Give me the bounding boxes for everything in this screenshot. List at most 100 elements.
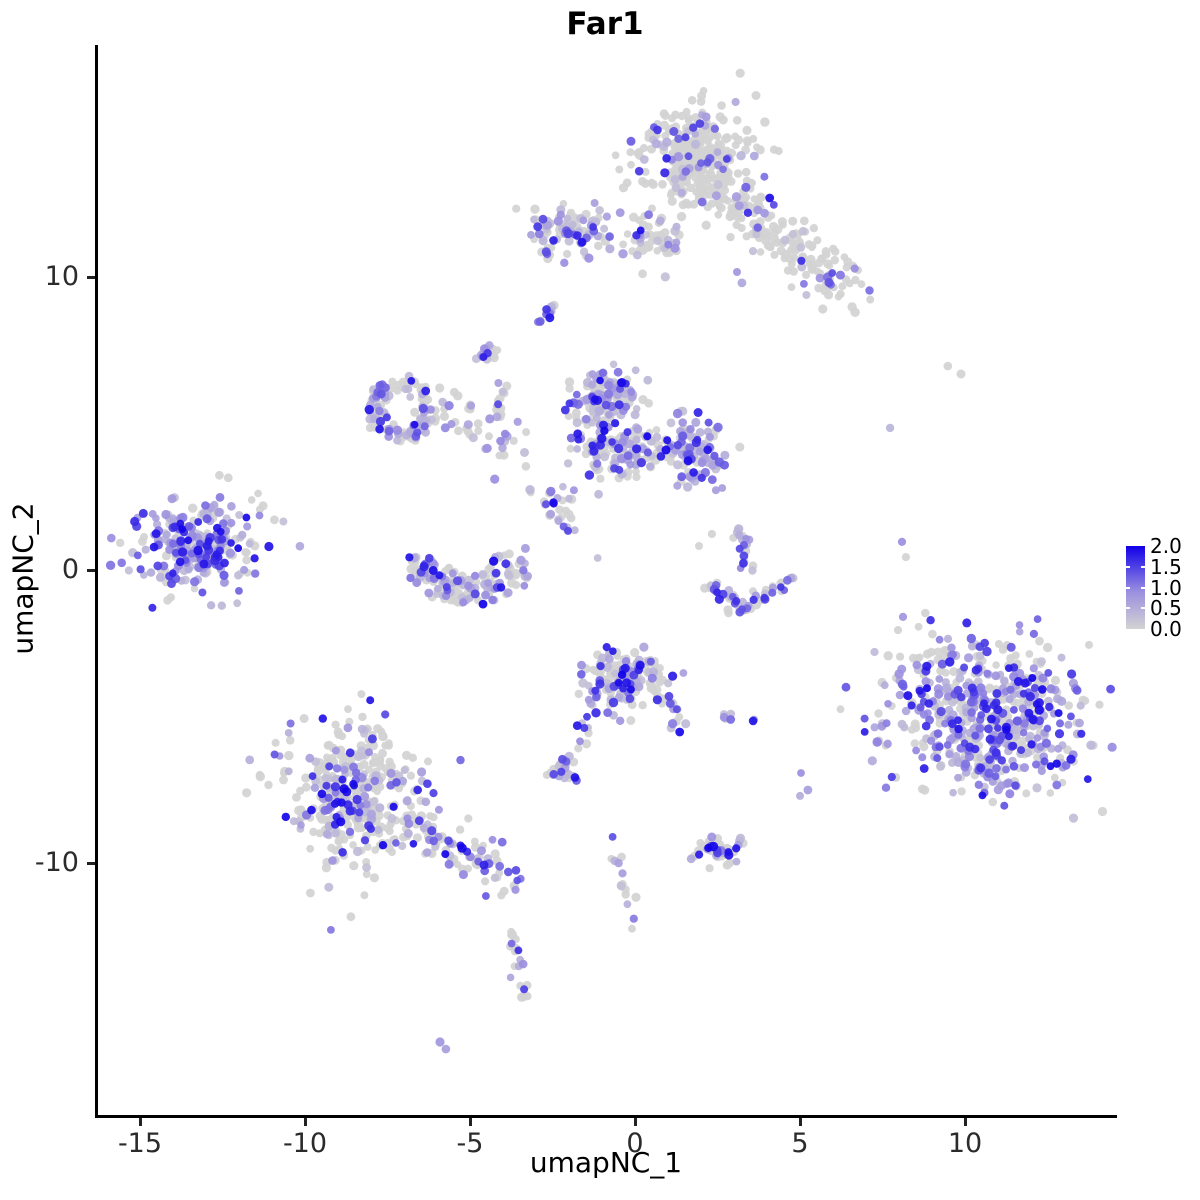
data-point [331, 774, 341, 784]
data-point [148, 603, 157, 612]
data-point [496, 583, 506, 592]
data-point [375, 803, 385, 813]
data-point [254, 489, 262, 498]
data-point [497, 837, 507, 847]
data-point [324, 882, 334, 892]
data-point [591, 395, 599, 404]
data-point [1068, 813, 1079, 823]
data-point [243, 522, 252, 531]
data-point [423, 779, 432, 788]
data-point [727, 203, 736, 213]
data-point [617, 670, 627, 679]
data-point [464, 814, 473, 823]
data-point [1023, 748, 1032, 758]
data-point [484, 579, 492, 587]
data-point [847, 302, 857, 312]
data-point [976, 753, 985, 762]
data-point [155, 572, 165, 582]
data-point [865, 286, 874, 295]
data-point [343, 820, 353, 830]
data-point [1006, 685, 1015, 694]
data-point [718, 484, 727, 492]
data-point [760, 172, 769, 181]
data-point [1043, 724, 1052, 733]
data-point [516, 555, 526, 565]
data-point [1041, 738, 1051, 748]
data-point [984, 684, 994, 694]
data-point [623, 230, 632, 238]
data-point [1008, 741, 1018, 751]
data-point [697, 159, 705, 168]
data-point [603, 708, 613, 717]
data-point [454, 426, 463, 436]
data-point [614, 443, 624, 454]
data-point [424, 757, 432, 766]
data-point [1064, 720, 1073, 729]
data-point [501, 559, 511, 569]
data-point [662, 137, 672, 147]
data-point [594, 241, 603, 251]
data-point [482, 892, 490, 900]
data-point [513, 876, 521, 885]
data-point [945, 657, 955, 667]
data-point [470, 589, 480, 599]
data-point [787, 283, 796, 291]
data-point [184, 522, 194, 531]
x-axis-line [95, 1115, 1117, 1118]
data-point [565, 494, 573, 503]
data-point [918, 753, 927, 762]
data-point [560, 258, 569, 267]
data-point [442, 583, 451, 592]
data-point [439, 411, 449, 421]
data-point [635, 660, 645, 670]
data-point [882, 719, 891, 728]
data-point [546, 486, 556, 497]
data-point [814, 258, 824, 268]
data-point [521, 462, 531, 471]
data-point [572, 390, 581, 399]
data-point [895, 690, 905, 700]
data-point [953, 685, 963, 696]
data-point [962, 618, 972, 628]
data-point [693, 408, 703, 417]
data-point [614, 400, 624, 410]
data-point [719, 165, 727, 174]
data-point [615, 208, 625, 218]
data-point [530, 215, 538, 224]
data-point [422, 395, 433, 405]
data-point [305, 753, 315, 763]
data-point [499, 886, 509, 896]
data-point [264, 780, 273, 790]
x-tick-label: 10 [947, 1128, 983, 1159]
data-point [1054, 744, 1063, 753]
data-point [701, 112, 711, 122]
data-point [748, 716, 758, 726]
data-point [741, 167, 751, 177]
data-point [935, 742, 944, 751]
data-point [418, 403, 428, 414]
data-point [429, 789, 438, 798]
data-point [991, 772, 1000, 781]
data-point [459, 598, 468, 607]
data-point [604, 389, 614, 399]
data-point [421, 386, 431, 396]
data-point [481, 590, 490, 600]
data-point [279, 517, 288, 526]
data-point [1046, 789, 1055, 797]
data-point [923, 684, 931, 693]
data-point [563, 459, 573, 468]
data-point [997, 731, 1007, 741]
data-point [667, 196, 677, 206]
data-point [691, 130, 699, 138]
data-point [940, 646, 949, 654]
data-point [196, 539, 204, 548]
data-point [178, 525, 187, 533]
data-point [625, 694, 635, 703]
data-point [713, 422, 723, 432]
data-point [116, 538, 125, 548]
data-point [322, 781, 331, 790]
data-point [724, 848, 733, 856]
data-point [565, 399, 574, 408]
data-point [1019, 689, 1028, 698]
data-point [301, 773, 311, 783]
